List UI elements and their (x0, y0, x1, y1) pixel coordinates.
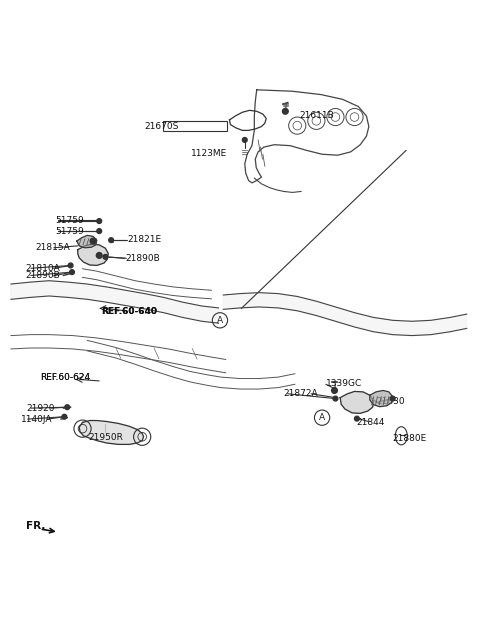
Text: 21890B: 21890B (125, 254, 160, 263)
Polygon shape (340, 391, 373, 413)
Text: A: A (217, 316, 223, 325)
Circle shape (242, 137, 247, 142)
Circle shape (90, 238, 96, 244)
Polygon shape (223, 292, 467, 335)
Text: 1339GC: 1339GC (326, 379, 362, 388)
Text: 21890B: 21890B (25, 272, 60, 280)
Text: REF.60-640: REF.60-640 (102, 307, 157, 316)
Circle shape (109, 238, 114, 242)
Text: 21810A: 21810A (25, 264, 60, 273)
Text: A: A (319, 413, 325, 422)
Circle shape (333, 396, 338, 401)
Text: 21821E: 21821E (127, 235, 161, 244)
Circle shape (332, 387, 337, 393)
Text: 21611B: 21611B (300, 111, 335, 120)
Circle shape (282, 108, 288, 114)
Polygon shape (77, 235, 97, 248)
Text: 21830: 21830 (376, 397, 405, 406)
Bar (163, 121, 227, 131)
Circle shape (96, 253, 102, 258)
Circle shape (68, 263, 73, 268)
Circle shape (97, 229, 102, 234)
Text: 21920: 21920 (26, 404, 55, 413)
Text: 1123ME: 1123ME (192, 149, 228, 158)
Polygon shape (79, 420, 144, 444)
Text: 21872A: 21872A (283, 389, 318, 398)
Text: 21670S: 21670S (144, 122, 179, 130)
Polygon shape (78, 244, 108, 265)
Circle shape (103, 254, 108, 260)
Circle shape (355, 417, 360, 421)
Text: 1140JA: 1140JA (22, 415, 53, 424)
Circle shape (70, 270, 74, 275)
Polygon shape (11, 280, 218, 323)
Text: REF.60-624: REF.60-624 (40, 373, 91, 382)
Text: REF.60-640: REF.60-640 (102, 307, 157, 316)
Circle shape (390, 396, 395, 401)
Circle shape (65, 404, 70, 410)
Circle shape (97, 218, 102, 223)
Text: 21950R: 21950R (88, 434, 123, 442)
Text: 51759: 51759 (55, 227, 84, 236)
Text: 51759: 51759 (55, 216, 84, 225)
Text: 21844: 21844 (357, 418, 385, 427)
Text: FR.: FR. (26, 522, 46, 532)
Polygon shape (370, 391, 393, 406)
Text: 21815A: 21815A (36, 243, 71, 253)
Text: REF.60-624: REF.60-624 (40, 373, 91, 382)
Circle shape (62, 415, 67, 419)
Text: 21880E: 21880E (393, 434, 427, 443)
